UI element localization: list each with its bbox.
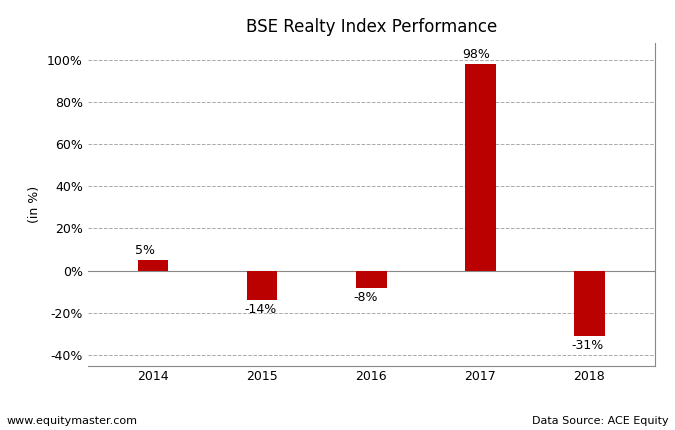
Bar <box>574 270 605 336</box>
Text: 5%: 5% <box>135 244 155 257</box>
Bar <box>356 270 387 288</box>
Text: -8%: -8% <box>353 291 377 304</box>
Bar <box>247 270 277 300</box>
Title: BSE Realty Index Performance: BSE Realty Index Performance <box>246 18 497 36</box>
Text: -14%: -14% <box>244 303 276 316</box>
Text: 98%: 98% <box>462 48 490 61</box>
Text: Data Source: ACE Equity: Data Source: ACE Equity <box>532 416 668 426</box>
Y-axis label: (in %): (in %) <box>28 186 41 223</box>
Text: www.equitymaster.com: www.equitymaster.com <box>7 416 138 426</box>
Bar <box>138 260 169 270</box>
Text: -31%: -31% <box>571 339 603 352</box>
Bar <box>465 64 495 270</box>
